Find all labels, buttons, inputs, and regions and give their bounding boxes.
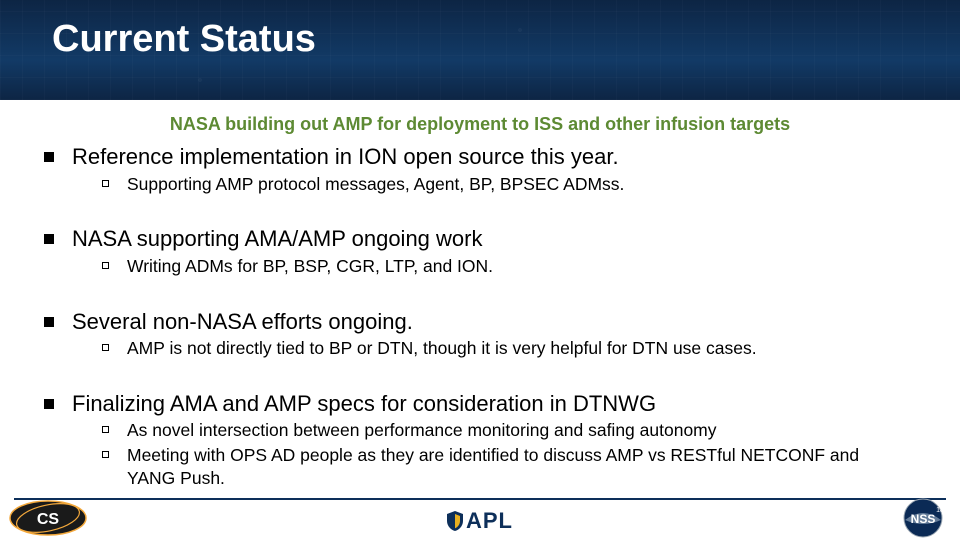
bullet-level1: Several non-NASA efforts ongoing.	[44, 308, 916, 336]
apl-text: APL	[466, 508, 513, 534]
bullet-text: AMP is not directly tied to BP or DTN, t…	[127, 337, 757, 360]
square-bullet-icon	[44, 234, 54, 244]
slide-title: Current Status	[52, 18, 316, 61]
bullet-level2: Supporting AMP protocol messages, Agent,…	[102, 173, 916, 196]
bullet-level2: AMP is not directly tied to BP or DTN, t…	[102, 337, 916, 360]
footer: CS APL NSS 18	[0, 490, 960, 540]
bullet-level2: Writing ADMs for BP, BSP, CGR, LTP, and …	[102, 255, 916, 278]
nss-logo-icon: NSS 18	[894, 498, 952, 538]
square-bullet-icon	[44, 399, 54, 409]
slide-subtitle: NASA building out AMP for deployment to …	[44, 114, 916, 135]
nss-logo-text: NSS	[911, 512, 936, 526]
shield-icon	[447, 511, 463, 531]
bullet-text: Reference implementation in ION open sou…	[72, 143, 619, 171]
cs-logo-text: CS	[37, 511, 60, 528]
apl-logo: APL	[447, 508, 513, 534]
page-number: 18	[936, 507, 944, 514]
bullet-level1: Reference implementation in ION open sou…	[44, 143, 916, 171]
cs-logo-icon: CS	[8, 498, 90, 538]
footer-divider	[14, 498, 946, 500]
hollow-square-bullet-icon	[102, 180, 109, 187]
bullet-level1: NASA supporting AMA/AMP ongoing work	[44, 225, 916, 253]
title-banner: Current Status	[0, 0, 960, 100]
square-bullet-icon	[44, 152, 54, 162]
bullet-text: Meeting with OPS AD people as they are i…	[127, 444, 907, 490]
bullet-level2: As novel intersection between performanc…	[102, 419, 916, 442]
bullet-text: Several non-NASA efforts ongoing.	[72, 308, 413, 336]
hollow-square-bullet-icon	[102, 426, 109, 433]
bullet-text: Supporting AMP protocol messages, Agent,…	[127, 173, 624, 196]
bullet-text: Finalizing AMA and AMP specs for conside…	[72, 390, 656, 418]
square-bullet-icon	[44, 317, 54, 327]
bullet-text: As novel intersection between performanc…	[127, 419, 717, 442]
bullet-text: Writing ADMs for BP, BSP, CGR, LTP, and …	[127, 255, 493, 278]
slide-body: NASA building out AMP for deployment to …	[0, 100, 960, 494]
bullet-text: NASA supporting AMA/AMP ongoing work	[72, 225, 482, 253]
hollow-square-bullet-icon	[102, 451, 109, 458]
bullet-level1: Finalizing AMA and AMP specs for conside…	[44, 390, 916, 418]
bullet-level2: Meeting with OPS AD people as they are i…	[102, 444, 916, 490]
hollow-square-bullet-icon	[102, 344, 109, 351]
slide: Current Status NASA building out AMP for…	[0, 0, 960, 540]
hollow-square-bullet-icon	[102, 262, 109, 269]
